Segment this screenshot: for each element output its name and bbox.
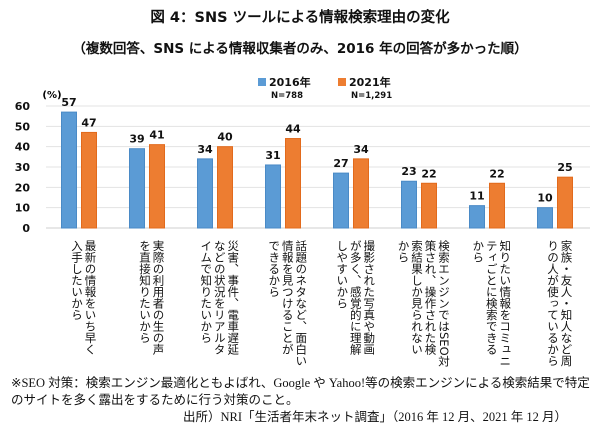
data-label: 27 [333, 157, 348, 170]
gridlines [46, 105, 590, 229]
bar-2021-7 [489, 182, 505, 229]
bar-2016-6 [401, 180, 417, 229]
y-tick-label: 50 [15, 120, 31, 133]
bar-chart: 0 10 20 30 40 50 60 (%) 57 47 39 41 34 40 31 44 27 34 23… [15, 90, 590, 235]
category-label: 災害、事件、電車遅延 などの状況をリアルタ イムで知りたいから [199, 240, 241, 355]
category-label: 検索エンジンではSEO対 策され、操作された検 索結果しか見られない から [396, 240, 452, 368]
y-tick-label: 10 [15, 202, 31, 215]
data-label: 44 [285, 123, 301, 136]
source-note: 出所）NRI「生活者年末ネット調査」（2016 年 12 月、2021 年 12… [183, 410, 568, 424]
data-label: 11 [469, 190, 484, 203]
data-label: 34 [353, 143, 369, 156]
footnote-seo-line2: のサイトを多く露出をするために行う対策のこと。 [11, 393, 299, 407]
category-label: 知りたい情報をコミュニ ティごとに検索できる から [471, 240, 513, 367]
figure-title: 図 4：SNS ツールによる情報検索理由の変化 [150, 10, 450, 26]
bar-2016-5 [333, 172, 349, 229]
legend-swatch [338, 78, 346, 86]
category-label: 撮影された写真や動画 が多く、感覚的に理解 しやすいから [335, 240, 377, 355]
data-label: 39 [129, 133, 144, 146]
data-label: 57 [61, 96, 76, 109]
y-axis-ticks: 0 10 20 30 40 50 60 [15, 100, 31, 235]
legend-sample-size: N=1,291 [351, 91, 393, 101]
legend-label: 2021年 [349, 76, 391, 89]
bar-2016-3 [197, 158, 213, 229]
figure-subtitle: （複数回答、SNS による情報収集者のみ、2016 年の回答が多かった順） [72, 41, 528, 57]
bar-2016-4 [265, 164, 281, 229]
data-label: 40 [217, 131, 233, 144]
bars [61, 111, 573, 229]
legend-label: 2016年 [269, 76, 311, 89]
data-label: 25 [557, 161, 572, 174]
legend-sample-size: N=788 [271, 91, 303, 101]
bar-2016-2 [129, 148, 145, 229]
bar-2021-8 [557, 176, 573, 229]
data-label: 23 [401, 165, 416, 178]
data-label: 10 [537, 192, 553, 205]
legend-item-2021: 2021年 [338, 74, 391, 90]
bar-2016-8 [537, 207, 553, 229]
bar-2016-7 [469, 205, 485, 229]
category-label: 家族・友人・知人など周 りの人が使っているから [546, 240, 574, 367]
bar-2021-1 [81, 131, 97, 229]
category-label: 話題のネタなど、面白い 情報を見つけることが できるから [267, 240, 309, 367]
category-label: 最新の情報をいち早く 入手したいから [70, 240, 98, 355]
legend-swatch [258, 78, 266, 86]
data-label: 22 [421, 167, 436, 180]
bar-2021-2 [149, 144, 165, 229]
y-axis-label: (%) [42, 90, 61, 101]
legend-item-2016: 2016年 [258, 74, 311, 90]
y-tick-label: 30 [15, 161, 31, 174]
bar-2021-6 [421, 182, 437, 229]
y-tick-label: 40 [15, 141, 31, 154]
data-labels: 57 47 39 41 34 40 31 44 27 34 23 22 11 22 10 25 [61, 96, 572, 205]
category-label: 実際の利用者の生の声 を直接知りたいから [138, 240, 166, 355]
bar-2021-4 [285, 138, 301, 229]
bar-2021-5 [353, 158, 369, 229]
y-tick-label: 0 [22, 222, 30, 235]
data-label: 47 [81, 116, 96, 129]
y-tick-label: 60 [15, 100, 31, 113]
footnote-seo-line1: ※SEO 対策：検索エンジン最適化ともよばれ、Google や Yahoo!等の… [11, 376, 590, 390]
bar-2016-1 [61, 111, 77, 229]
data-label: 22 [489, 167, 504, 180]
y-tick-label: 20 [15, 181, 31, 194]
bar-2021-3 [217, 146, 233, 229]
data-label: 31 [265, 149, 280, 162]
data-label: 41 [149, 129, 164, 142]
data-label: 34 [197, 143, 213, 156]
